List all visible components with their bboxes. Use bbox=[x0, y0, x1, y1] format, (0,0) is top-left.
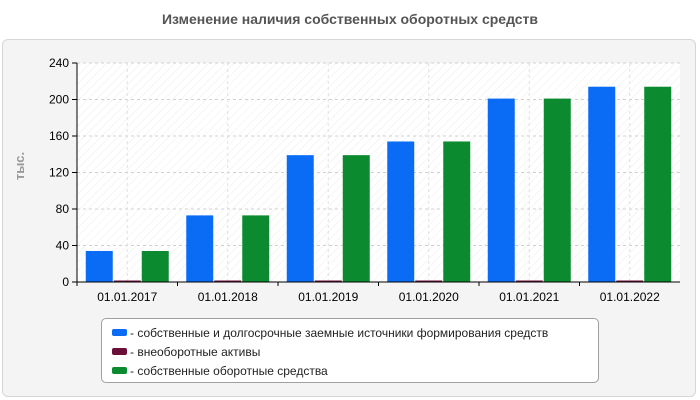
bar-series3 bbox=[644, 86, 672, 282]
legend-swatch-series3 bbox=[112, 367, 127, 374]
x-tick-label: 01.01.2021 bbox=[499, 290, 559, 304]
bar-series3 bbox=[543, 98, 571, 283]
bar-series2 bbox=[616, 280, 644, 282]
x-tick-label: 01.01.2018 bbox=[198, 290, 258, 304]
chart-legend: - собственные и долгосрочные заемные ист… bbox=[101, 318, 599, 383]
legend-label: - собственные оборотные средства bbox=[130, 363, 328, 378]
legend-swatch-series1 bbox=[112, 329, 127, 336]
legend-label: - собственные и долгосрочные заемные ист… bbox=[130, 325, 549, 340]
bar-series2 bbox=[515, 280, 543, 282]
y-tick-label: 80 bbox=[56, 202, 70, 216]
chart-title: Изменение наличия собственных оборотных … bbox=[161, 11, 539, 27]
legend-swatch-series2 bbox=[112, 348, 127, 355]
x-tick-label: 01.01.2020 bbox=[399, 290, 459, 304]
x-tick-label: 01.01.2022 bbox=[600, 290, 660, 304]
legend-label: - внеоборотные активы bbox=[130, 344, 261, 359]
bar-series2 bbox=[314, 280, 342, 282]
bar-series3 bbox=[141, 250, 169, 282]
bar-series3 bbox=[443, 141, 471, 282]
x-tick-label: 01.01.2019 bbox=[298, 290, 358, 304]
y-tick-label: 120 bbox=[49, 166, 69, 180]
bar-series1 bbox=[487, 98, 515, 283]
legend-item: - внеоборотные активы bbox=[112, 342, 598, 361]
y-tick-label: 0 bbox=[62, 275, 69, 289]
bar-series1 bbox=[387, 141, 415, 282]
legend-item: - собственные оборотные средства bbox=[112, 361, 598, 380]
bar-series1 bbox=[286, 155, 314, 282]
bar-series1 bbox=[85, 250, 113, 282]
y-tick-label: 240 bbox=[49, 56, 69, 70]
bar-series3 bbox=[242, 215, 270, 282]
bar-series2 bbox=[415, 280, 443, 282]
bar-series3 bbox=[342, 155, 370, 282]
bar-series2 bbox=[113, 280, 141, 282]
y-tick-label: 200 bbox=[49, 93, 69, 107]
bar-series1 bbox=[186, 215, 214, 282]
y-tick-label: 160 bbox=[49, 129, 69, 143]
bar-series1 bbox=[588, 86, 616, 282]
y-tick-label: 40 bbox=[56, 239, 70, 253]
legend-item: - собственные и долгосрочные заемные ист… bbox=[112, 323, 598, 342]
bar-series2 bbox=[214, 280, 242, 282]
x-tick-label: 01.01.2017 bbox=[97, 290, 157, 304]
y-axis-label: тыс. bbox=[12, 152, 27, 180]
